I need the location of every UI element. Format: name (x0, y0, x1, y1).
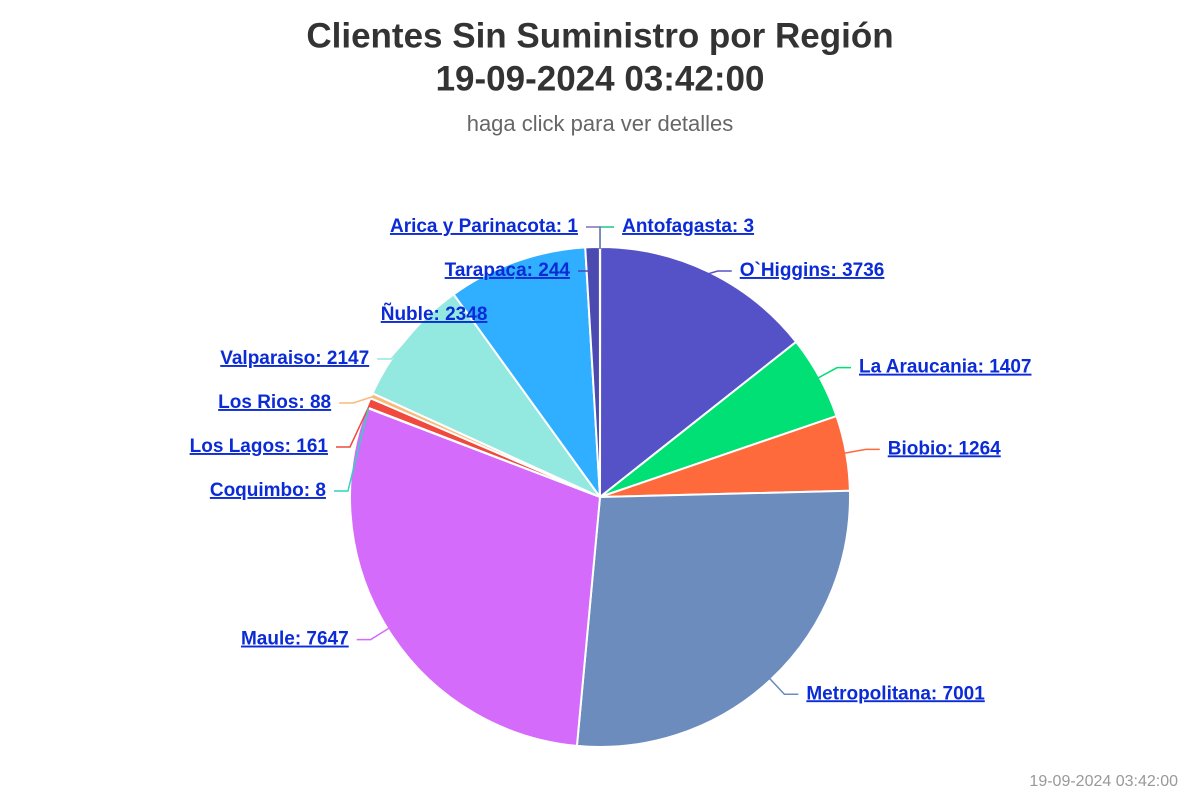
pie-slice[interactable] (371, 293, 601, 498)
leader-line (577, 249, 594, 272)
data-label[interactable]: Maule: 7647 (241, 629, 349, 650)
data-label[interactable]: Biobio: 1264 (888, 438, 1001, 459)
chart-title: 19-09-2024 03:42:00 (436, 59, 765, 98)
data-label[interactable]: Los Lagos: 161 (190, 436, 329, 457)
pie-slice[interactable] (599, 246, 798, 498)
leader-line (339, 395, 374, 404)
data-label[interactable]: Antofagasta: 3 (622, 216, 754, 237)
leader-line (817, 366, 852, 379)
chart-subtitle: haga click para ver detalles (467, 111, 734, 136)
leader-line (333, 407, 370, 492)
leader-line (377, 339, 409, 360)
leader-line (768, 677, 799, 695)
credits: 19-09-2024 03:42:00 (1029, 773, 1178, 790)
data-label[interactable]: La Araucania: 1407 (859, 357, 1032, 378)
leader-line (585, 226, 601, 250)
pie-slice[interactable] (575, 489, 851, 748)
data-label[interactable]: Tarapaca: 244 (445, 260, 571, 281)
data-label[interactable]: Coquimbo: 8 (210, 480, 326, 501)
data-label[interactable]: Arica y Parinacota: 1 (390, 216, 578, 237)
leader-line (356, 627, 390, 641)
leader-line (495, 263, 518, 316)
chart-title: Clientes Sin Suministro por Región (306, 16, 893, 55)
data-label[interactable]: Valparaiso: 2147 (220, 348, 369, 369)
leader-line (707, 270, 732, 275)
data-label[interactable]: Metropolitana: 7001 (806, 683, 985, 704)
data-label[interactable]: Los Rios: 88 (218, 392, 331, 413)
data-label[interactable]: Ñuble: 2348 (381, 303, 488, 325)
data-label[interactable]: O`Higgins: 3736 (740, 260, 885, 281)
leader-line (843, 448, 880, 454)
pie-slice[interactable] (452, 246, 601, 498)
leader-line (335, 403, 372, 448)
leader-line (599, 226, 615, 250)
